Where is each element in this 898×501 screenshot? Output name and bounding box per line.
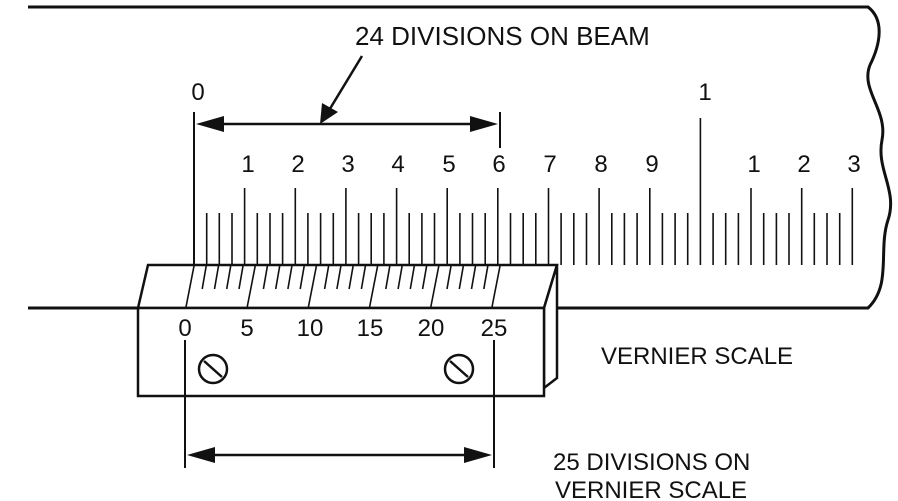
screw-left-icon — [197, 353, 229, 385]
vernier-graduation — [421, 265, 428, 290]
vernier-graduation — [201, 265, 207, 290]
vernier-graduation — [385, 265, 391, 290]
vernier-graduation — [458, 265, 465, 290]
beam-minor-label-13: 3 — [847, 151, 860, 178]
beam-minor-label-12: 2 — [797, 151, 810, 178]
vernier-graduation — [368, 265, 379, 308]
vernier-graduation — [323, 265, 330, 290]
beam-callout-text: 24 DIVISIONS ON BEAM — [355, 21, 650, 51]
vernier-label-20: 20 — [418, 315, 445, 342]
vernier-graduation — [336, 265, 342, 290]
beam-callout-leader — [320, 55, 364, 124]
vernier-callout-line-1: 25 DIVISIONS ON — [553, 449, 750, 476]
vernier-graduation — [185, 265, 195, 308]
beam-minor-label-7: 7 — [543, 151, 556, 178]
vernier-graduation — [287, 265, 293, 290]
beam-minor-label-8: 8 — [594, 151, 607, 178]
vernier-graduation — [299, 265, 305, 290]
vernier-graduation — [213, 265, 220, 290]
vernier-graduation — [430, 265, 440, 308]
beam-dimension-arrow — [196, 116, 498, 132]
beam-minor-label-11: 1 — [747, 151, 760, 178]
vernier-graduation — [307, 265, 318, 308]
beam-minor-label-3: 3 — [341, 151, 354, 178]
vernier-graduation — [470, 265, 477, 290]
beam-major-label-1: 1 — [698, 79, 711, 106]
vernier-callout-line-2: VERNIER SCALE — [555, 477, 747, 501]
screw-right-icon — [443, 353, 475, 385]
vernier-graduation — [397, 265, 403, 290]
vernier-graduation — [274, 265, 281, 290]
vernier-graduation — [225, 265, 232, 290]
vernier-label-15: 15 — [357, 315, 384, 342]
vernier-graduation — [360, 265, 367, 290]
vernier-dimension-arrow — [187, 447, 492, 463]
beam-graduations — [205, 118, 854, 265]
vernier-label-5: 5 — [240, 315, 253, 342]
vernier-graduation — [262, 265, 269, 290]
vernier-scale-label: VERNIER SCALE — [601, 343, 793, 370]
beam-minor-label-5: 5 — [442, 151, 455, 178]
vernier-graduation — [246, 265, 256, 308]
vernier-label-0: 0 — [178, 315, 191, 342]
vernier-graduation — [491, 265, 501, 308]
beam-minor-label-1: 1 — [241, 151, 254, 178]
vernier-label-10: 10 — [297, 315, 324, 342]
beam-minor-label-2: 2 — [291, 151, 304, 178]
beam-minor-label-6: 6 — [492, 151, 505, 178]
vernier-graduation — [483, 265, 489, 290]
vernier-graduation — [348, 265, 354, 290]
vernier-graduation — [446, 265, 452, 290]
beam-minor-label-9: 9 — [645, 151, 658, 178]
vernier-label-25: 25 — [481, 315, 508, 342]
beam-major-label-0: 0 — [191, 79, 204, 106]
beam-minor-label-4: 4 — [391, 151, 404, 178]
vernier-graduations — [185, 265, 501, 308]
beam-outline — [28, 5, 893, 310]
vernier-graduation — [409, 265, 416, 290]
vernier-graduation — [238, 265, 244, 290]
